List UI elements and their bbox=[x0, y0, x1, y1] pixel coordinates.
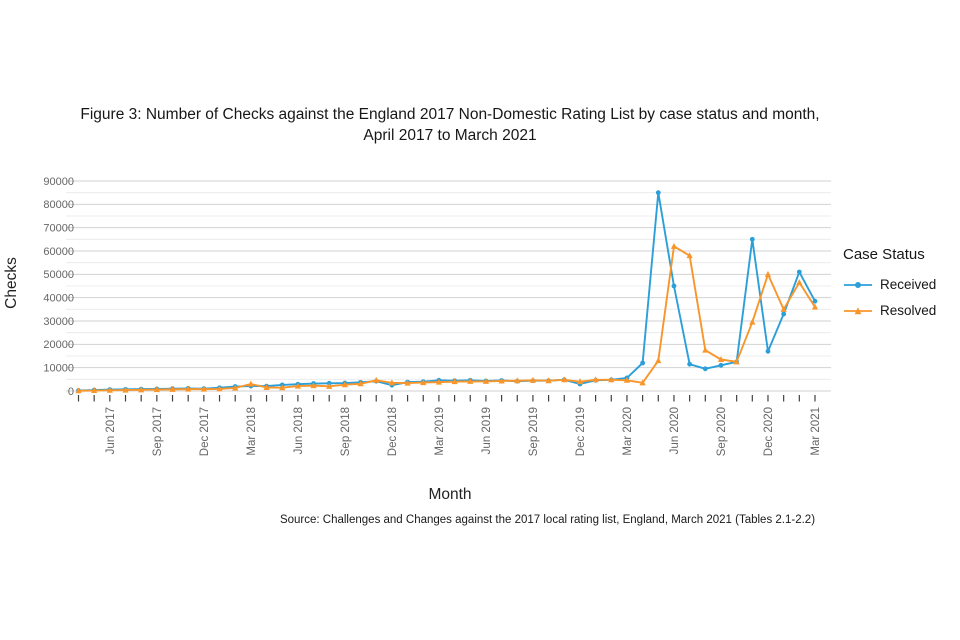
svg-text:Sep 2017: Sep 2017 bbox=[152, 407, 164, 456]
svg-text:20000: 20000 bbox=[43, 339, 74, 351]
svg-text:90000: 90000 bbox=[43, 176, 74, 188]
svg-text:Dec 2018: Dec 2018 bbox=[387, 407, 399, 456]
svg-text:50000: 50000 bbox=[43, 269, 74, 281]
y-axis-title: Checks bbox=[3, 257, 20, 309]
svg-text:Dec 2020: Dec 2020 bbox=[763, 407, 775, 456]
svg-text:Dec 2019: Dec 2019 bbox=[575, 407, 587, 456]
source-note: Source: Challenges and Changes against t… bbox=[279, 514, 816, 526]
svg-text:70000: 70000 bbox=[43, 222, 74, 234]
line-chart-svg: 0 10000 20000 30000 40000 50000 60000 70000 8000… bbox=[43, 176, 831, 456]
svg-text:Mar 2021: Mar 2021 bbox=[810, 407, 822, 456]
svg-text:80000: 80000 bbox=[43, 199, 74, 211]
svg-text:Mar 2020: Mar 2020 bbox=[622, 407, 634, 456]
svg-text:Jun 2019: Jun 2019 bbox=[481, 407, 493, 454]
svg-text:Jun 2017: Jun 2017 bbox=[105, 407, 117, 454]
svg-text:40000: 40000 bbox=[43, 292, 74, 304]
resolved-line-marker-icon bbox=[844, 306, 872, 314]
figure-title-line1: Figure 3: Number of Checks against the E… bbox=[80, 106, 820, 123]
figure-title: Figure 3: Number of Checks against the E… bbox=[20, 104, 880, 146]
svg-text:Dec 2017: Dec 2017 bbox=[199, 407, 211, 456]
legend-item-resolved: Resolved bbox=[843, 303, 955, 318]
svg-text:Mar 2019: Mar 2019 bbox=[434, 407, 446, 456]
svg-text:Jun 2020: Jun 2020 bbox=[669, 407, 681, 454]
x-axis-title: Month bbox=[428, 486, 472, 503]
svg-text:Mar 2018: Mar 2018 bbox=[246, 407, 258, 456]
legend-label-received: Received bbox=[880, 277, 937, 292]
figure-title-line2: April 2017 to March 2021 bbox=[363, 127, 537, 144]
svg-text:0: 0 bbox=[68, 386, 74, 398]
svg-text:Sep 2018: Sep 2018 bbox=[340, 407, 352, 456]
chart-area: 0 10000 20000 30000 40000 50000 60000 70000 8000… bbox=[0, 165, 840, 500]
legend-label-resolved: Resolved bbox=[880, 303, 937, 318]
svg-text:Jun 2018: Jun 2018 bbox=[293, 407, 305, 454]
svg-text:Sep 2020: Sep 2020 bbox=[716, 407, 728, 456]
svg-text:10000: 10000 bbox=[43, 362, 74, 374]
received-line-marker-icon bbox=[844, 281, 872, 288]
legend: Case Status Received Resolved bbox=[843, 246, 955, 329]
svg-text:30000: 30000 bbox=[43, 316, 74, 328]
svg-text:60000: 60000 bbox=[43, 246, 74, 258]
svg-text:Sep 2019: Sep 2019 bbox=[528, 407, 540, 456]
legend-item-received: Received bbox=[843, 277, 955, 292]
legend-title: Case Status bbox=[843, 246, 925, 263]
